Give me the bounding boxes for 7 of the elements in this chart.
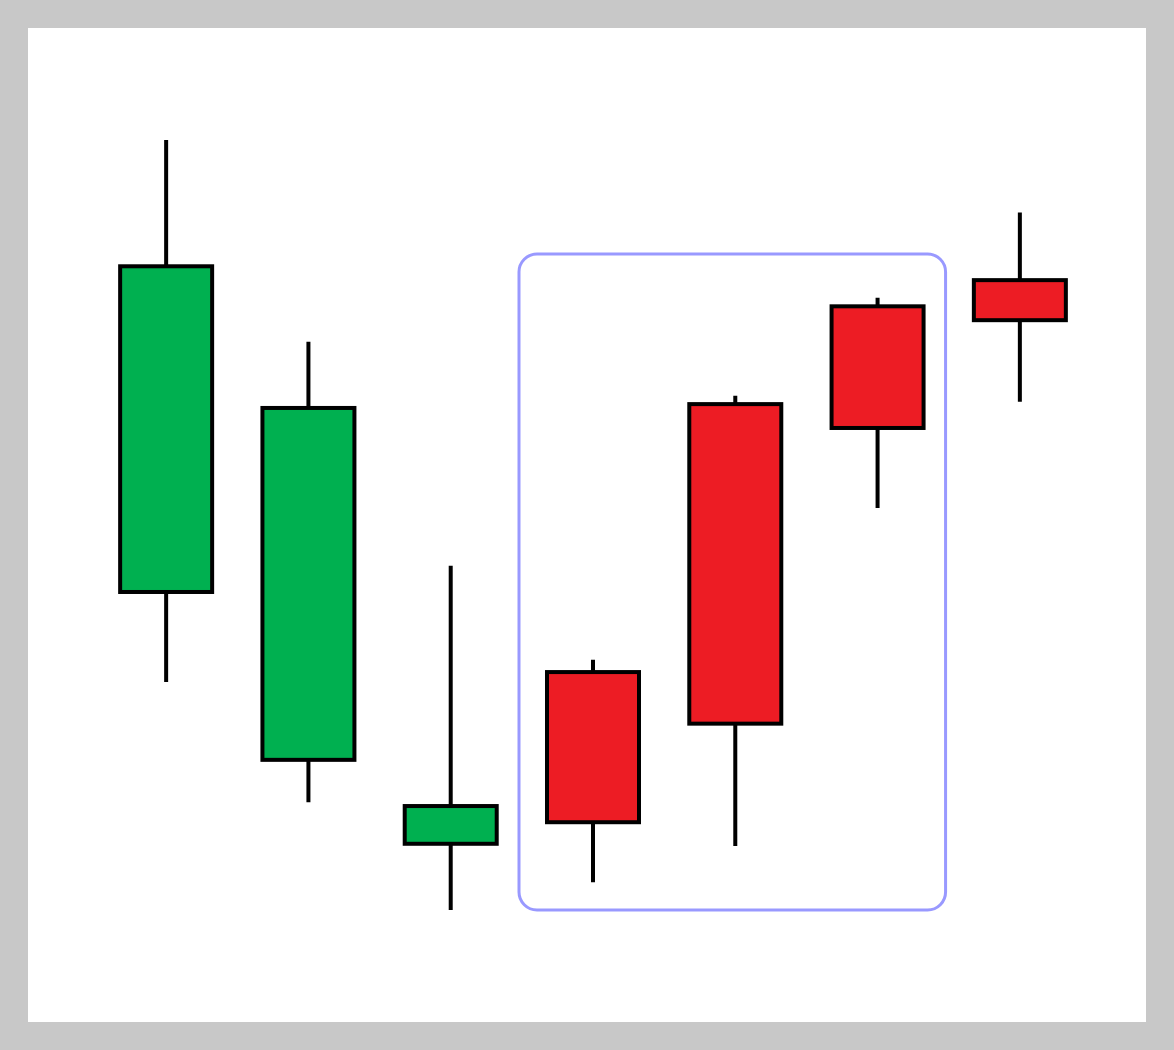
candlestick [402,563,499,912]
candlestick [118,138,215,685]
candlestick [545,657,641,885]
candlestick [687,393,784,849]
candlestick [971,210,1068,404]
candlestick [829,295,926,511]
candlestick [260,339,357,805]
